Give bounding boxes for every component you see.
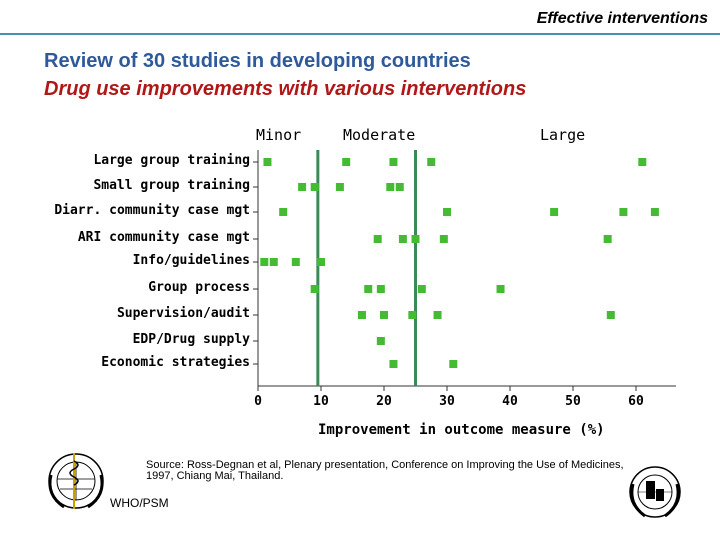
- data-point: [317, 258, 325, 266]
- x-tick-label: 50: [565, 394, 581, 409]
- data-points: [260, 158, 659, 368]
- data-point: [433, 311, 442, 319]
- row-label: Diarr. community case mgt: [54, 203, 250, 218]
- x-tick-label: 0: [254, 394, 262, 409]
- band-label-large: Large: [540, 126, 586, 144]
- data-point: [335, 183, 344, 191]
- data-point: [298, 183, 307, 191]
- row-label: ARI community case mgt: [77, 230, 250, 245]
- emblems: [48, 453, 681, 518]
- row-label: Large group training: [93, 153, 250, 168]
- source-citation: Source: Ross-Degnan et al, Plenary prese…: [146, 459, 624, 482]
- x-tick-label: 30: [439, 394, 455, 409]
- data-point: [386, 183, 395, 191]
- data-point: [619, 208, 628, 216]
- band-label-moderate: Moderate: [343, 126, 416, 144]
- data-point: [310, 183, 319, 191]
- row-label: Supervision/audit: [116, 306, 250, 321]
- x-tick-label: 40: [502, 394, 518, 409]
- x-axis-label: Improvement in outcome measure (%): [318, 422, 605, 438]
- data-point: [269, 258, 278, 266]
- data-point: [398, 235, 407, 243]
- un-emblem-icon: [629, 466, 681, 518]
- data-point: [389, 158, 398, 166]
- data-point: [260, 258, 269, 266]
- x-tick-label: 60: [628, 394, 644, 409]
- row-label: EDP/Drug supply: [132, 332, 250, 347]
- axes: [253, 150, 676, 391]
- data-point: [550, 208, 559, 216]
- data-point: [342, 158, 351, 166]
- data-point: [408, 311, 417, 319]
- data-point: [395, 183, 404, 191]
- row-label: Economic strategies: [101, 355, 250, 370]
- data-point: [263, 158, 272, 166]
- data-point: [638, 158, 647, 166]
- organization-label: WHO/PSM: [110, 496, 169, 510]
- data-point: [417, 285, 426, 293]
- data-point: [310, 285, 319, 293]
- data-point: [439, 235, 448, 243]
- row-label: Small group training: [93, 178, 250, 193]
- data-point: [449, 360, 458, 368]
- data-point: [650, 208, 659, 216]
- data-point: [389, 360, 398, 368]
- data-point: [373, 235, 382, 243]
- header-rule: [0, 33, 720, 35]
- section-title: Effective interventions: [536, 10, 708, 27]
- slide-subtitle: Drug use improvements with various inter…: [44, 78, 527, 100]
- data-point: [376, 337, 385, 345]
- data-point: [427, 158, 436, 166]
- data-point: [496, 285, 505, 293]
- data-point: [443, 208, 451, 216]
- row-label: Info/guidelines: [132, 253, 250, 268]
- row-label: Group process: [148, 280, 250, 295]
- data-point: [411, 235, 420, 243]
- who-emblem-icon: [48, 453, 104, 509]
- data-point: [364, 285, 373, 293]
- x-tick-label: 10: [313, 394, 329, 409]
- data-point: [376, 285, 385, 293]
- data-point: [279, 208, 288, 216]
- slide-title: Review of 30 studies in developing count…: [44, 50, 471, 72]
- band-label-minor: Minor: [256, 126, 302, 144]
- data-point: [380, 311, 388, 319]
- data-point: [291, 258, 300, 266]
- data-point: [357, 311, 366, 319]
- data-point: [603, 235, 612, 243]
- data-point: [606, 311, 615, 319]
- x-tick-label: 20: [376, 394, 392, 409]
